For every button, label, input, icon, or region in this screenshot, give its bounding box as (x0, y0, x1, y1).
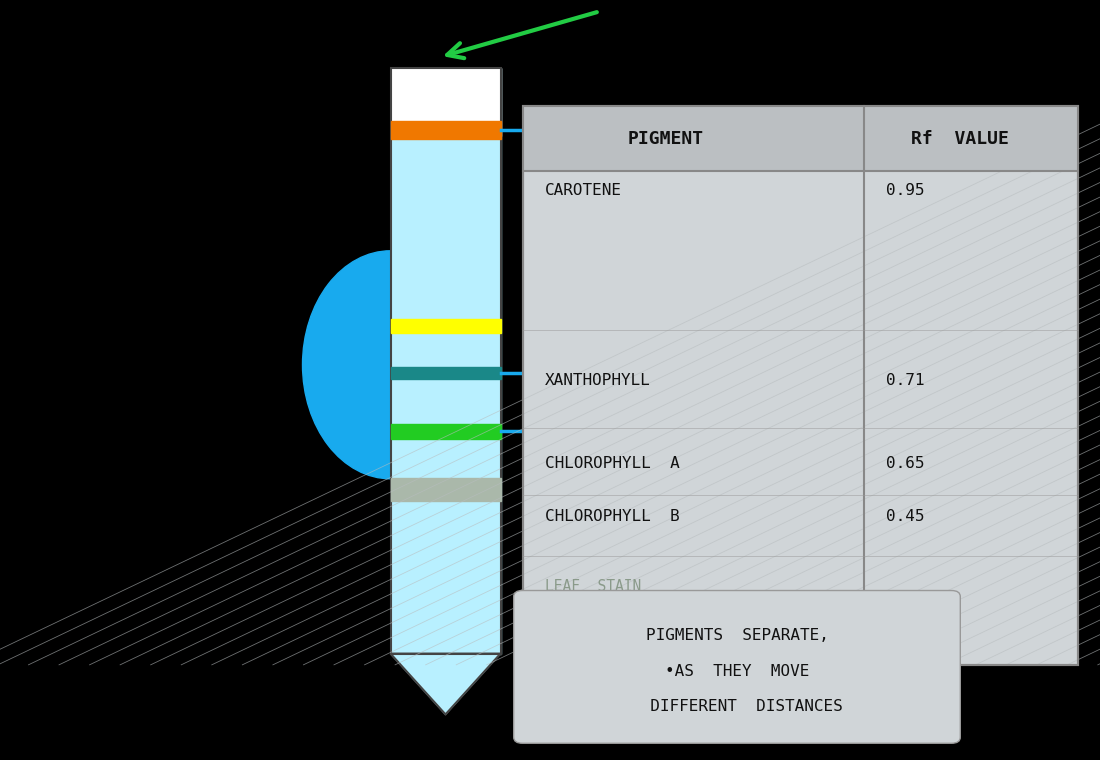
Polygon shape (390, 654, 501, 714)
Text: DIFFERENT  DISTANCES: DIFFERENT DISTANCES (631, 698, 843, 714)
Bar (390, 318, 501, 333)
Bar (390, 68, 501, 136)
Text: PIGMENTS  SEPARATE,: PIGMENTS SEPARATE, (646, 629, 828, 644)
Text: 0.45: 0.45 (887, 509, 925, 524)
Bar (390, 68, 501, 654)
Text: 0.71: 0.71 (887, 372, 925, 388)
Text: XANTHOPHYLL: XANTHOPHYLL (544, 372, 650, 388)
Text: Rf  VALUE: Rf VALUE (912, 129, 1010, 147)
Text: 0.95: 0.95 (887, 182, 925, 198)
Text: CAROTENE: CAROTENE (544, 182, 622, 198)
Bar (390, 367, 501, 378)
Text: •AS  THEY  MOVE: •AS THEY MOVE (664, 663, 810, 679)
Bar (390, 424, 501, 439)
Bar (522, 106, 1078, 171)
Bar (522, 106, 1078, 665)
Bar (390, 478, 501, 502)
Bar (390, 121, 501, 138)
Bar (522, 106, 1078, 665)
Text: PIGMENT: PIGMENT (628, 129, 704, 147)
Text: LEAF  STAIN: LEAF STAIN (544, 579, 641, 594)
Bar (390, 68, 501, 654)
Text: CHLOROPHYLL  A: CHLOROPHYLL A (544, 457, 680, 471)
Ellipse shape (302, 251, 478, 479)
Text: 0.65: 0.65 (887, 457, 925, 471)
FancyBboxPatch shape (514, 591, 960, 743)
Text: CHLOROPHYLL  B: CHLOROPHYLL B (544, 509, 680, 524)
